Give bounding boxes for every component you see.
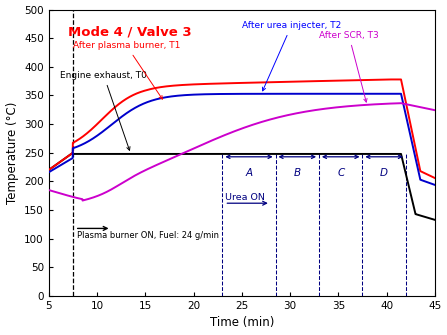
X-axis label: Time (min): Time (min) xyxy=(210,317,274,329)
Text: C: C xyxy=(337,168,344,178)
Text: D: D xyxy=(380,168,388,178)
Text: After SCR, T3: After SCR, T3 xyxy=(319,31,379,102)
Text: After urea injecter, T2: After urea injecter, T2 xyxy=(242,21,341,91)
Text: Plasma burner ON, Fuel: 24 g/min: Plasma burner ON, Fuel: 24 g/min xyxy=(77,231,219,241)
Text: Engine exhaust, T0: Engine exhaust, T0 xyxy=(60,71,147,150)
Text: Urea ON: Urea ON xyxy=(225,193,265,202)
Text: B: B xyxy=(294,168,301,178)
Y-axis label: Temperature (°C): Temperature (°C) xyxy=(5,102,19,204)
Text: A: A xyxy=(245,168,253,178)
Text: Mode 4 / Valve 3: Mode 4 / Valve 3 xyxy=(68,25,192,38)
Text: After plasma burner, T1: After plasma burner, T1 xyxy=(73,41,180,99)
